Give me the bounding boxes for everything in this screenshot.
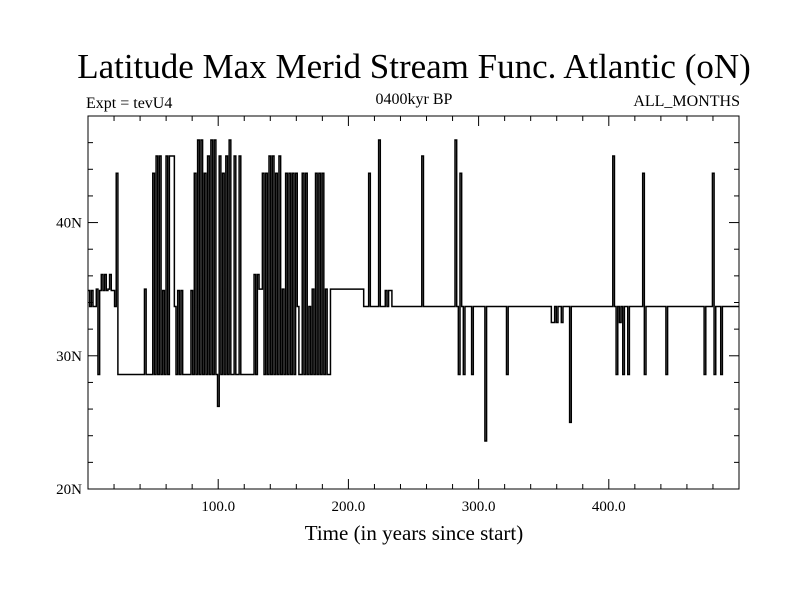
series-line bbox=[88, 139, 739, 442]
experiment-label: Expt = tevU4 bbox=[86, 95, 172, 112]
x-tick-label: 400.0 bbox=[592, 499, 626, 515]
y-tick-label: 30N bbox=[56, 349, 82, 365]
x-tick-label: 200.0 bbox=[332, 499, 366, 515]
months-label: ALL_MONTHS bbox=[633, 93, 740, 110]
tick-labels: 100.0 200.0 300.0 400.0 20N 30N 40N bbox=[56, 216, 626, 515]
axis-ticks bbox=[88, 116, 739, 489]
x-tick-label: 300.0 bbox=[462, 499, 496, 515]
x-axis-label: Time (in years since start) bbox=[305, 521, 524, 545]
y-tick-label: 20N bbox=[56, 482, 82, 498]
x-tick-label: 100.0 bbox=[201, 499, 235, 515]
plot-frame bbox=[87, 115, 740, 490]
period-label: 0400kyr BP bbox=[376, 91, 453, 108]
y-tick-label: 40N bbox=[56, 216, 82, 232]
chart-title: Latitude Max Merid Stream Func. Atlantic… bbox=[77, 47, 751, 86]
